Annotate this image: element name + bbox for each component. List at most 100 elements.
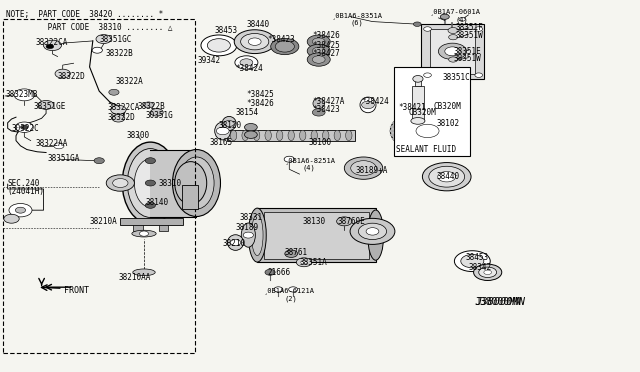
Circle shape: [284, 156, 294, 162]
Text: 21666: 21666: [268, 268, 291, 277]
Text: *38423: *38423: [268, 35, 295, 44]
Text: 38322B: 38322B: [106, 49, 133, 58]
Circle shape: [395, 118, 400, 121]
Text: 38351GE: 38351GE: [33, 102, 66, 110]
Circle shape: [405, 147, 410, 150]
Bar: [415, 78, 421, 86]
Circle shape: [397, 113, 458, 149]
Circle shape: [448, 50, 458, 56]
Circle shape: [390, 134, 395, 137]
Ellipse shape: [122, 142, 179, 224]
Ellipse shape: [396, 103, 413, 119]
Ellipse shape: [253, 130, 260, 141]
Circle shape: [432, 150, 437, 153]
Text: PART CODE  38310 ........ △: PART CODE 38310 ........ △: [6, 22, 173, 31]
Circle shape: [96, 35, 111, 44]
Circle shape: [461, 129, 466, 132]
Ellipse shape: [265, 130, 271, 141]
Circle shape: [392, 137, 397, 140]
Bar: [182, 185, 198, 209]
Circle shape: [395, 141, 400, 144]
Ellipse shape: [230, 130, 237, 141]
Ellipse shape: [411, 118, 425, 124]
Circle shape: [312, 56, 325, 63]
Circle shape: [241, 33, 269, 50]
Text: *38423: *38423: [312, 105, 340, 114]
Text: 38351C: 38351C: [443, 73, 470, 82]
Circle shape: [113, 179, 128, 187]
Bar: [421, 24, 484, 79]
Ellipse shape: [222, 116, 236, 131]
Ellipse shape: [132, 230, 156, 237]
Text: 38322D: 38322D: [108, 113, 135, 122]
Circle shape: [55, 69, 70, 78]
Text: *38426: *38426: [312, 31, 340, 40]
Circle shape: [459, 17, 465, 21]
Circle shape: [312, 109, 325, 116]
Text: ¸0B1A6-6121A: ¸0B1A6-6121A: [264, 288, 315, 294]
Bar: [257, 208, 376, 262]
Text: (4): (4): [302, 165, 315, 171]
Text: ¸0B1A7-0601A: ¸0B1A7-0601A: [430, 9, 481, 15]
Circle shape: [438, 149, 444, 152]
Text: 38342: 38342: [468, 263, 492, 272]
Circle shape: [106, 175, 134, 191]
Text: 38130: 38130: [302, 217, 325, 226]
Circle shape: [418, 150, 423, 153]
Circle shape: [275, 41, 294, 52]
Text: 39342: 39342: [197, 56, 220, 65]
Bar: [264, 212, 369, 259]
Circle shape: [422, 163, 471, 191]
Circle shape: [484, 270, 492, 275]
Text: 38189: 38189: [236, 223, 259, 232]
Text: 38760E: 38760E: [338, 217, 365, 226]
Ellipse shape: [228, 235, 243, 250]
Ellipse shape: [241, 223, 255, 247]
Circle shape: [248, 38, 261, 45]
Ellipse shape: [248, 208, 266, 262]
Circle shape: [451, 115, 456, 118]
Circle shape: [416, 124, 439, 138]
Ellipse shape: [413, 76, 423, 82]
Circle shape: [216, 127, 229, 135]
Circle shape: [389, 129, 394, 132]
Circle shape: [14, 89, 35, 101]
Text: ¸0B1A6-8351A: ¸0B1A6-8351A: [332, 12, 383, 19]
Circle shape: [438, 110, 444, 113]
Circle shape: [392, 122, 397, 125]
Circle shape: [445, 47, 460, 56]
Text: 38351W: 38351W: [453, 54, 481, 63]
Circle shape: [424, 27, 431, 31]
Ellipse shape: [173, 150, 220, 217]
Text: SEC.240: SEC.240: [8, 179, 40, 187]
Circle shape: [145, 180, 156, 186]
Circle shape: [358, 223, 387, 240]
Circle shape: [240, 59, 253, 66]
Circle shape: [224, 121, 234, 126]
Text: 38351F: 38351F: [456, 23, 483, 32]
Text: ¸0B1A6-8251A: ¸0B1A6-8251A: [285, 157, 336, 164]
Text: 38351GC: 38351GC: [99, 35, 132, 44]
Text: 38323MB: 38323MB: [5, 90, 38, 99]
Text: *38426: *38426: [246, 99, 274, 108]
Ellipse shape: [313, 98, 324, 109]
Circle shape: [390, 109, 465, 153]
Circle shape: [143, 102, 154, 108]
Text: 38154: 38154: [236, 108, 259, 117]
Text: 38165: 38165: [210, 138, 233, 147]
Circle shape: [399, 115, 404, 118]
Circle shape: [351, 161, 376, 176]
Bar: [120, 218, 183, 225]
Circle shape: [94, 158, 104, 164]
Circle shape: [312, 47, 325, 55]
Circle shape: [458, 122, 463, 125]
Text: 38453: 38453: [214, 26, 237, 35]
Circle shape: [407, 119, 448, 143]
Bar: [430, 29, 475, 74]
Circle shape: [424, 73, 431, 77]
Text: 38351W: 38351W: [456, 31, 483, 40]
Ellipse shape: [311, 130, 317, 141]
Circle shape: [445, 147, 450, 150]
Circle shape: [4, 214, 19, 223]
Bar: [412, 86, 424, 121]
